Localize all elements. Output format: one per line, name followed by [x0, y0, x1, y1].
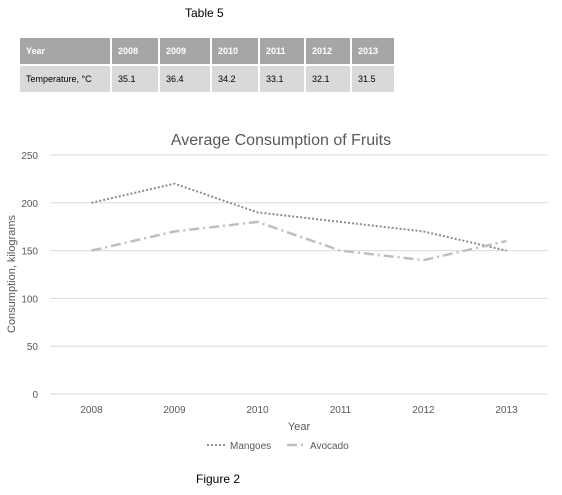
figure-caption: Figure 2 [196, 472, 241, 486]
legend: Mangoes Avocado [207, 441, 349, 452]
x-tick-label: 2009 [163, 405, 186, 416]
y-tick-label: 250 [21, 151, 38, 162]
table-cell: 31.5 [351, 64, 394, 92]
x-tick-label: 2013 [495, 405, 518, 416]
y-axis-label: Consumption, kilograms [6, 215, 18, 333]
temperature-table: Year 2008 2009 2010 2011 2012 2013 Tempe… [20, 38, 394, 92]
series-line-avocado [91, 220, 507, 262]
x-tick-label: 2011 [330, 405, 352, 416]
table-header-cell: 2010 [211, 38, 260, 65]
table-caption: Table 5 [185, 6, 224, 20]
x-tick-label: 2012 [412, 405, 435, 416]
y-tick-label: 200 [21, 199, 38, 210]
table-cell: 35.1 [111, 64, 160, 92]
table-cell: 36.4 [159, 64, 212, 92]
y-tick-label: 50 [27, 342, 39, 353]
y-tick-label: 100 [21, 294, 38, 305]
y-tick-label: 150 [21, 247, 38, 258]
grid-layer [50, 154, 548, 395]
table-cell: 32.1 [305, 64, 352, 92]
series-layer [91, 182, 507, 262]
table-header-cell: 2011 [259, 38, 306, 65]
table-cell: Temperature, °C [20, 64, 112, 92]
x-tick-label: 2008 [80, 405, 103, 416]
table-row: Temperature, °C 35.1 36.4 34.2 33.1 32.1… [20, 64, 394, 92]
table-header-cell: Year [20, 38, 112, 65]
legend-label: Avocado [310, 441, 349, 452]
chart-title: Average Consumption of Fruits [171, 132, 391, 149]
x-tick-label: 2010 [246, 405, 269, 416]
table-header-cell: 2009 [159, 38, 212, 65]
legend-label: Mangoes [230, 441, 271, 452]
table-header-row: Year 2008 2009 2010 2011 2012 2013 [20, 38, 394, 65]
table-cell: 33.1 [259, 64, 306, 92]
y-tick-label: 0 [32, 390, 38, 401]
series-line-mangoes [91, 182, 507, 252]
table-header-cell: 2012 [305, 38, 352, 65]
table-header-cell: 2013 [351, 38, 394, 65]
line-chart: Average Consumption of Fruits 0 50 100 150 2… [6, 132, 548, 452]
x-axis-label: Year [288, 421, 311, 433]
tick-layer: 0 50 100 150 200 250 2008 2009 2010 2011 2012 2013 [21, 151, 518, 416]
table-header-cell: 2008 [111, 38, 160, 65]
table-cell: 34.2 [211, 64, 260, 92]
